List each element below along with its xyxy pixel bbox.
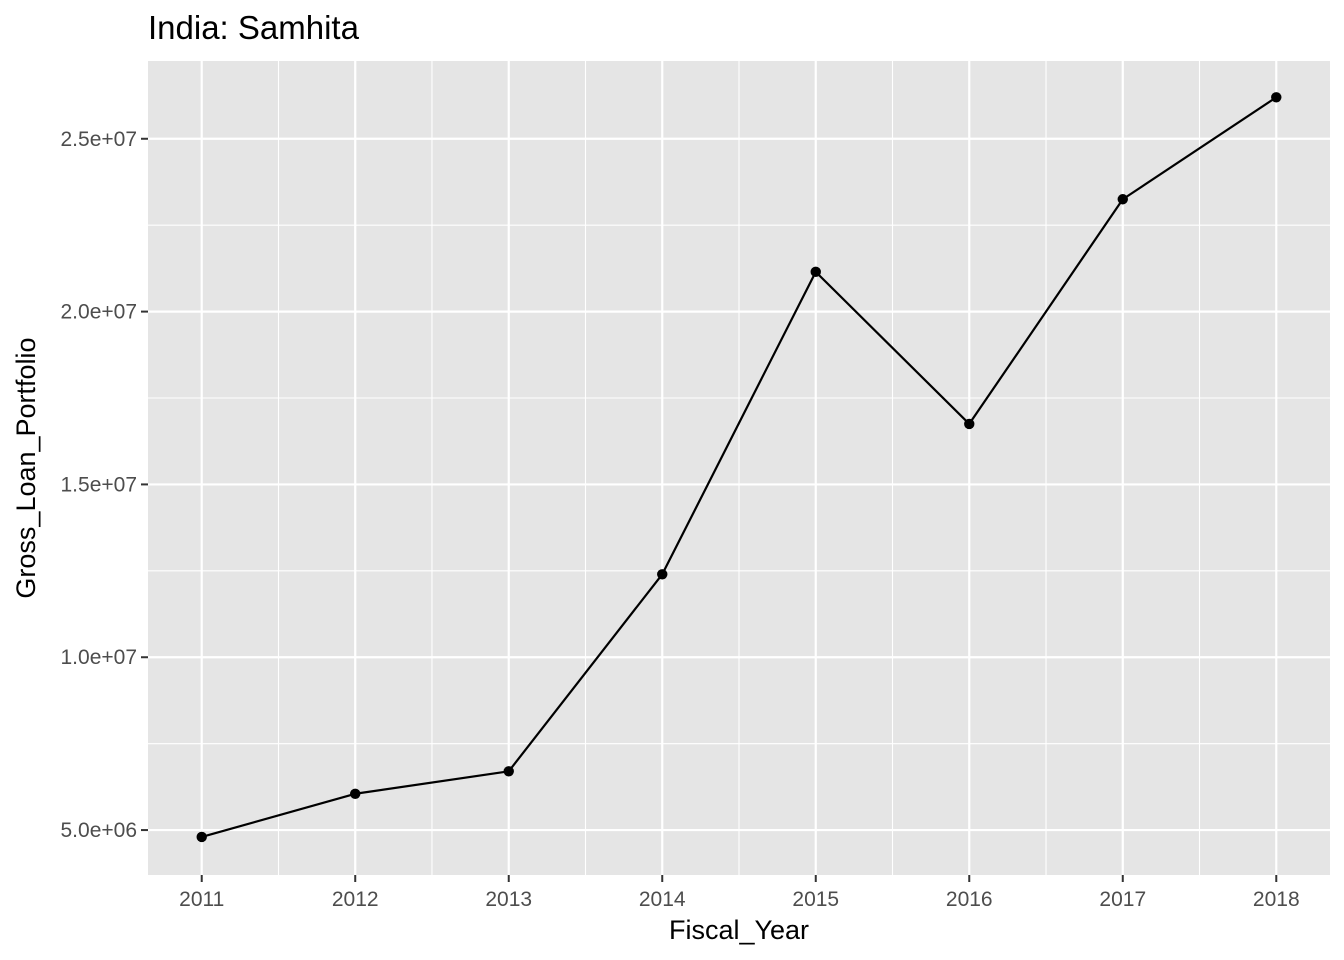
y-tick-label: 1.5e+07 (61, 473, 138, 496)
data-point (503, 766, 514, 777)
data-point (657, 569, 668, 580)
chart-title: India: Samhita (148, 9, 360, 46)
x-tick-label: 2014 (639, 888, 686, 911)
y-axis: 5.0e+06 1.0e+07 1.5e+07 2.0e+07 2.5e+07 (61, 128, 148, 842)
data-point (1271, 92, 1282, 103)
minor-gridlines (148, 61, 1330, 875)
y-tick-label: 2.5e+07 (61, 128, 138, 151)
x-axis: 2011 2012 2013 2014 2015 2016 2017 2018 (179, 875, 1300, 911)
x-tick-label: 2013 (485, 888, 532, 911)
y-tick-label: 2.0e+07 (61, 301, 138, 324)
x-tick-label: 2017 (1099, 888, 1146, 911)
x-tick-label: 2012 (332, 888, 379, 911)
data-point (810, 266, 821, 278)
series-layer (196, 92, 1282, 843)
y-tick-label: 1.0e+07 (61, 646, 138, 669)
x-axis-title: Fiscal_Year (669, 915, 809, 945)
data-point (964, 418, 975, 430)
y-tick-label: 5.0e+06 (61, 819, 138, 842)
data-point (350, 788, 361, 799)
series-line (201, 96, 1277, 839)
x-tick-label: 2018 (1253, 888, 1300, 911)
x-tick-label: 2015 (792, 888, 839, 911)
data-point (1117, 194, 1128, 205)
data-point (196, 831, 207, 843)
y-axis-title: Gross_Loan_Portfolio (11, 337, 41, 598)
major-gridlines (148, 61, 1330, 875)
x-tick-label: 2016 (946, 888, 993, 911)
x-tick-label: 2011 (179, 888, 224, 911)
